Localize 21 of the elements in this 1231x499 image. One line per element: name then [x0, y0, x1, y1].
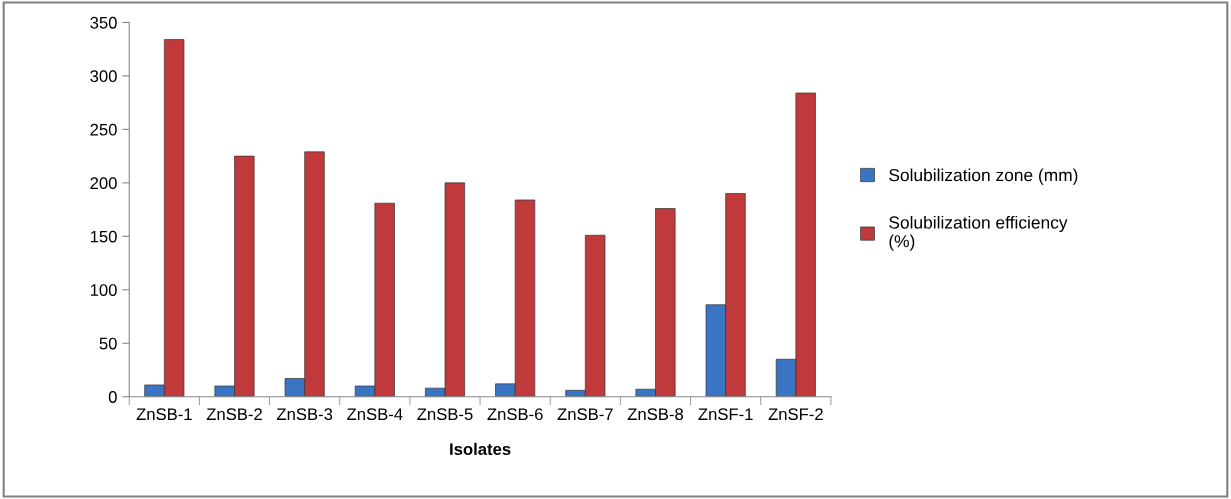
y-tick-label: 200	[90, 177, 117, 190]
x-tick-label: ZnSB-1	[136, 408, 192, 421]
x-tick-label: ZnSB-3	[276, 408, 333, 421]
x-tick-label: ZnSB-7	[557, 408, 613, 421]
x-tick-label: ZnSB-5	[417, 408, 473, 421]
x-tick-label: ZnSB-4	[347, 408, 403, 421]
y-tick-label: 50	[99, 337, 117, 350]
x-tick-label: ZnSB-2	[206, 408, 262, 421]
y-tick-label: 0	[108, 391, 117, 403]
x-axis-title: Isolates	[450, 442, 511, 456]
y-tick-label: 350	[90, 16, 117, 29]
legend-label: Solubilization zone (mm)	[889, 168, 1078, 185]
x-tick-label: ZnSB-6	[487, 408, 543, 421]
legend-label: Solubilization efficiency (%)	[889, 215, 1068, 251]
y-tick-label: 100	[90, 284, 117, 296]
x-tick-label: ZnSB-8	[627, 408, 684, 421]
y-tick-label: 250	[90, 123, 117, 136]
y-tick-label: 150	[90, 230, 117, 243]
x-tick-label: ZnSF-2	[768, 408, 823, 421]
y-tick-label: 300	[90, 70, 117, 83]
x-tick-label: ZnSF-1	[698, 408, 753, 421]
